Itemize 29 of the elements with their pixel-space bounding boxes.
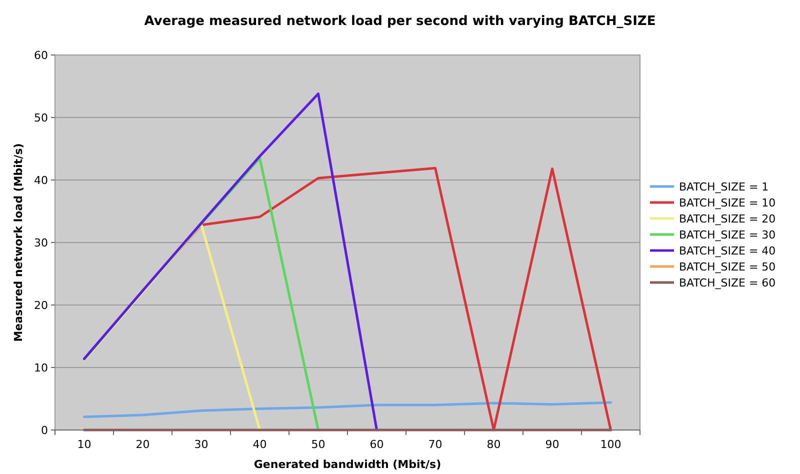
- x-tick-label: 100: [600, 438, 622, 451]
- x-tick-label: 50: [311, 438, 326, 451]
- line-series: [83, 92, 378, 432]
- y-tick-label: 30: [34, 236, 48, 250]
- x-tick-label: 30: [194, 438, 208, 451]
- legend-label: BATCH_SIZE = 40: [679, 244, 776, 258]
- legend-label: BATCH_SIZE = 20: [679, 212, 776, 226]
- y-tick-label: 50: [34, 111, 48, 124]
- legend-label: BATCH_SIZE = 60: [679, 276, 776, 290]
- y-tick-label: 0: [41, 424, 48, 437]
- chart-title: Average measured network load per second with varying BATCH_SIZE: [144, 14, 656, 29]
- x-tick-label: 80: [486, 438, 501, 451]
- y-tick-label: 20: [34, 298, 48, 312]
- legend-label: BATCH_SIZE = 50: [679, 260, 776, 274]
- legend-label: BATCH_SIZE = 30: [679, 228, 776, 242]
- x-tick-label: 90: [545, 438, 560, 451]
- x-tick-label: 10: [77, 438, 92, 451]
- y-axis-title: Measured network load (Mbit/s): [12, 143, 25, 342]
- legend-label: BATCH_SIZE = 1: [679, 180, 769, 194]
- x-tick-label: 20: [136, 438, 150, 451]
- y-tick-label: 60: [34, 48, 48, 62]
- y-tick-label: 40: [34, 174, 48, 187]
- line-series: [83, 401, 612, 418]
- x-tick-label: 70: [428, 438, 442, 451]
- legend-label: BATCH_SIZE = 10: [679, 196, 776, 210]
- y-tick-label: 10: [34, 361, 48, 374]
- x-tick-label: 40: [252, 438, 267, 451]
- x-axis-title: Generated bandwidth (Mbit/s): [254, 458, 442, 471]
- x-tick-label: 60: [370, 438, 384, 451]
